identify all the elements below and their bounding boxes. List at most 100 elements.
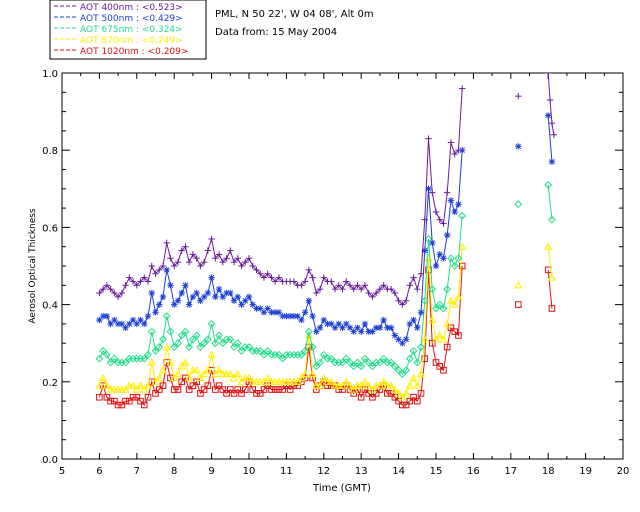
- data-point: [320, 274, 327, 281]
- data-point: [308, 369, 317, 378]
- data-point: [218, 339, 227, 348]
- data-point: [278, 354, 287, 363]
- data-point: [196, 373, 205, 381]
- data-point: [395, 397, 402, 405]
- data-point: [405, 354, 414, 363]
- data-point: [148, 262, 155, 270]
- data-point: [458, 85, 466, 92]
- data-point: [342, 354, 351, 363]
- data-point: [192, 331, 201, 340]
- data-point: [301, 278, 309, 285]
- data-point: [233, 369, 242, 378]
- data-point: [313, 386, 320, 393]
- data-point: [349, 362, 358, 371]
- data-point: [174, 386, 182, 393]
- data-point: [369, 393, 376, 401]
- data-point: [102, 350, 111, 359]
- data-point: [409, 347, 418, 355]
- data-point: [357, 393, 365, 401]
- data-point: [417, 343, 425, 351]
- data-point: [406, 282, 414, 289]
- data-point: [444, 189, 451, 196]
- x-tick-label: 16: [467, 466, 480, 477]
- data-point: [431, 335, 441, 343]
- data-point: [339, 285, 346, 293]
- data-point: [185, 258, 193, 266]
- data-point: [548, 119, 556, 127]
- data-point: [242, 258, 249, 266]
- x-tick-label: 8: [171, 466, 177, 477]
- data-point: [148, 289, 155, 297]
- data-point: [185, 343, 194, 351]
- data-point: [357, 362, 366, 371]
- x-tick-label: 7: [134, 466, 140, 477]
- data-point: [106, 358, 115, 367]
- data-point: [107, 397, 114, 405]
- data-point: [298, 282, 305, 289]
- data-point: [428, 339, 436, 347]
- data-point: [144, 312, 152, 320]
- data-point: [226, 369, 235, 378]
- data-point: [338, 358, 347, 367]
- data-point: [234, 386, 242, 393]
- date-label: Data from: 15 May 2004: [215, 27, 337, 38]
- data-point: [316, 324, 324, 331]
- data-point: [171, 262, 178, 270]
- data-point: [395, 297, 402, 304]
- data-point: [376, 386, 384, 393]
- data-point: [394, 366, 403, 375]
- data-point: [417, 390, 425, 397]
- data-point: [155, 343, 164, 351]
- data-point: [256, 390, 264, 397]
- data-point: [398, 370, 407, 378]
- data-point: [181, 327, 190, 336]
- data-point: [451, 328, 458, 335]
- data-point: [136, 381, 145, 389]
- data-point: [137, 397, 144, 405]
- data-point: [238, 262, 245, 270]
- x-tick-label: 11: [280, 466, 293, 477]
- data-point: [409, 373, 418, 381]
- data-point: [279, 386, 286, 393]
- data-point: [421, 355, 429, 362]
- data-point: [358, 285, 365, 293]
- data-point: [342, 377, 351, 385]
- data-point: [260, 274, 268, 281]
- data-point: [215, 285, 223, 293]
- x-tick-label: 13: [355, 466, 368, 477]
- data-point: [369, 293, 376, 301]
- y-tick-label: 0.4: [42, 301, 58, 312]
- data-point: [399, 401, 406, 409]
- data-point: [121, 385, 130, 393]
- data-point: [196, 343, 205, 351]
- series-3: [95, 242, 556, 401]
- data-point: [204, 247, 212, 254]
- data-point: [447, 324, 455, 332]
- data-point: [182, 282, 189, 289]
- data-point: [140, 401, 148, 409]
- data-point: [339, 386, 346, 393]
- series-line: [99, 88, 463, 306]
- data-point: [365, 390, 372, 397]
- data-point: [144, 393, 152, 401]
- data-point: [244, 373, 254, 381]
- data-point: [121, 358, 130, 367]
- data-point: [429, 239, 436, 247]
- data-point: [514, 200, 523, 209]
- data-point: [111, 397, 118, 405]
- x-tick-label: 12: [317, 466, 330, 477]
- data-point: [151, 347, 160, 355]
- data-point: [197, 297, 204, 304]
- data-point: [147, 327, 156, 336]
- data-point: [226, 335, 235, 344]
- data-point: [440, 255, 447, 262]
- data-point: [173, 369, 182, 378]
- legend-label: AOT 400nm : <0.523>: [80, 3, 183, 13]
- data-point: [155, 386, 163, 393]
- data-point: [372, 289, 380, 297]
- data-point: [387, 358, 396, 367]
- data-point: [301, 369, 310, 378]
- data-point: [324, 382, 331, 389]
- data-point: [447, 254, 455, 263]
- data-point: [126, 320, 133, 328]
